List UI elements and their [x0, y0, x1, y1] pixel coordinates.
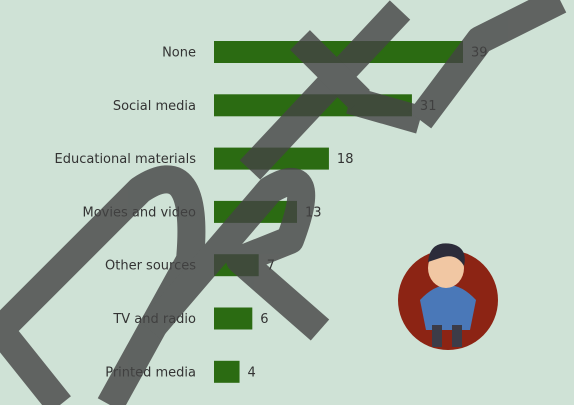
watermark-stroke: [0, 165, 206, 405]
avatar-leg: [452, 325, 462, 347]
value-label: 18: [337, 152, 354, 167]
bar: [214, 307, 253, 330]
avatar-leg: [432, 325, 442, 347]
avatar-hair: [428, 243, 465, 266]
category-label: Educational materials: [55, 152, 197, 167]
value-label: 7: [267, 259, 275, 274]
avatar-body: [420, 285, 476, 330]
value-label: 4: [248, 365, 256, 380]
bar: [214, 360, 240, 383]
illustration: [398, 243, 498, 350]
watermark-stroke: [139, 167, 330, 341]
watermark-stroke: [290, 0, 567, 129]
value-label: 6: [260, 312, 268, 327]
category-label: None: [162, 46, 196, 61]
watermark-stroke: [239, 0, 424, 180]
bar: [214, 41, 463, 63]
category-label: Social media: [113, 99, 196, 114]
